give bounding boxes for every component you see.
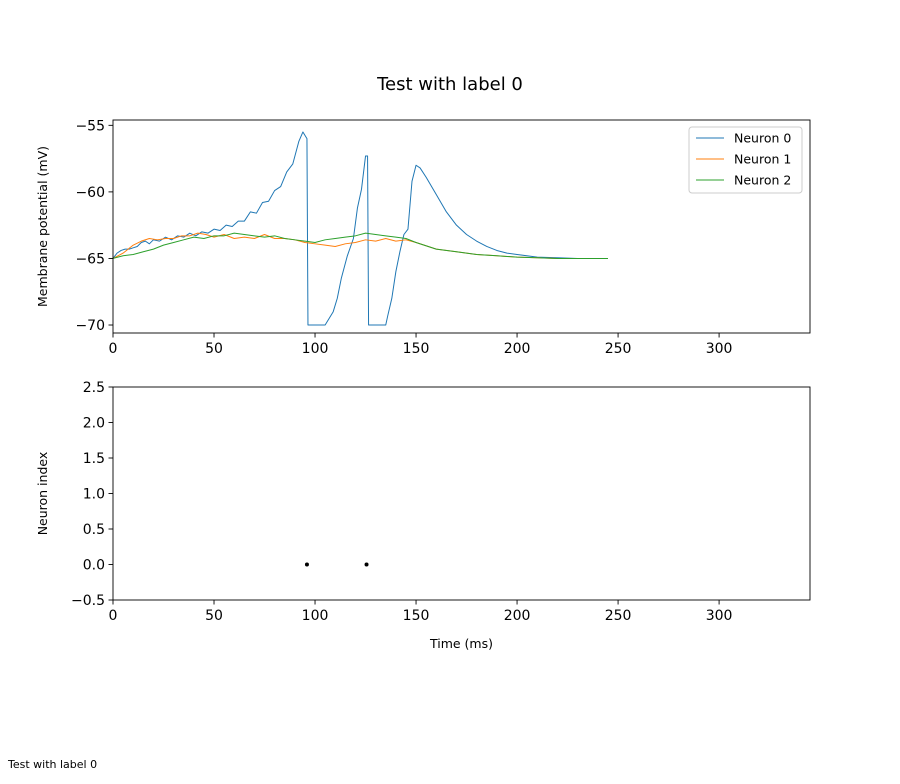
bottom-y-axis-label: Neuron index — [35, 452, 50, 536]
figure-caption: Test with label 0 — [8, 758, 98, 771]
top-y-tick-label: −60 — [75, 185, 105, 201]
legend-entry-label: Neuron 1 — [734, 152, 791, 167]
figure-title: Test with label 0 — [376, 74, 523, 95]
bottom-y-tick-label: 0.5 — [83, 522, 105, 538]
bottom-x-tick-label: 300 — [706, 608, 733, 624]
bottom-x-axis-label: Time (ms) — [429, 636, 493, 651]
top-x-tick-label: 50 — [205, 341, 223, 357]
legend-entry-label: Neuron 2 — [734, 173, 791, 188]
top-x-tick-label: 150 — [403, 341, 430, 357]
top-x-tick-label: 200 — [504, 341, 531, 357]
top-x-tick-label: 300 — [706, 341, 733, 357]
bottom-y-tick-label: 1.0 — [83, 487, 105, 503]
membrane-potential-plot: 0 50 100 150 200 250 300 −70 −65 −60 −55 Membrane p… — [35, 118, 811, 357]
bottom-x-tick-label: 0 — [109, 608, 118, 624]
legend-entry-label: Neuron 0 — [734, 131, 791, 146]
top-y-tick-label: −70 — [75, 318, 105, 334]
spike-raster-plot: 0 50 100 150 200 250 300 −0.5 0.0 0.5 1.0 1.5 2.0 2.5… — [35, 380, 811, 651]
top-y-tick-label: −55 — [75, 118, 105, 134]
bottom-y-tick-label: −0.5 — [71, 593, 105, 609]
top-x-tick-label: 0 — [109, 341, 118, 357]
bottom-x-tick-label: 250 — [605, 608, 632, 624]
legend: Neuron 0 Neuron 1 Neuron 2 — [688, 126, 803, 194]
bottom-y-tick-label: 2.5 — [83, 380, 105, 396]
bottom-y-tick-label: 0.0 — [83, 558, 105, 574]
top-axes-frame — [112, 119, 811, 334]
bottom-x-tick-label: 100 — [302, 608, 329, 624]
top-y-tick-label: −65 — [75, 251, 105, 267]
top-x-tick-label: 250 — [605, 341, 632, 357]
top-x-tick-label: 100 — [302, 341, 329, 357]
spike-point — [364, 562, 369, 567]
bottom-x-tick-label: 50 — [205, 608, 223, 624]
bottom-y-tick-label: 2.0 — [83, 416, 105, 432]
series-line-neuron-1 — [113, 232, 608, 259]
bottom-y-tick-label: 1.5 — [83, 451, 105, 467]
bottom-x-tick-label: 200 — [504, 608, 531, 624]
bottom-x-tick-label: 150 — [403, 608, 430, 624]
series-line-neuron-2 — [113, 232, 608, 259]
series-line-neuron-0 — [113, 131, 608, 326]
spike-point — [304, 562, 309, 567]
bottom-axes-frame — [112, 386, 811, 601]
top-y-axis-label: Membrane potential (mV) — [35, 146, 50, 307]
